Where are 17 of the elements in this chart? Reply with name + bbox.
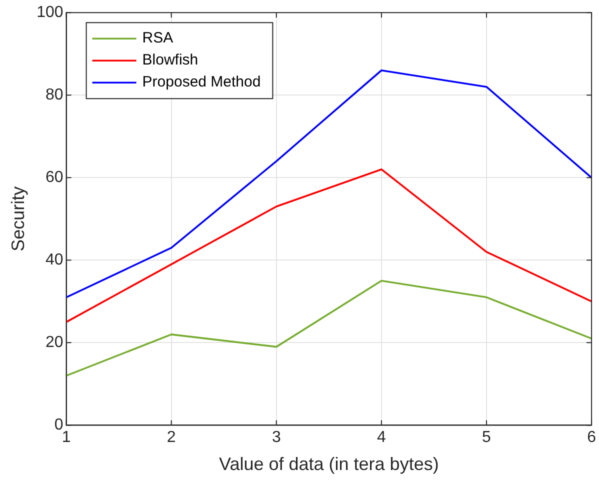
x-tick-label: 5 (482, 429, 492, 446)
y-tick-label: 60 (46, 169, 64, 186)
legend-label: Proposed Method (142, 74, 261, 91)
x-tick-label: 2 (166, 429, 176, 446)
legend-label: RSA (142, 30, 174, 47)
x-tick-label: 3 (272, 429, 281, 446)
y-tick-label: 0 (54, 416, 64, 434)
x-tick-label: 4 (376, 429, 386, 446)
y-tick-label: 40 (46, 252, 64, 269)
x-tick-label: 6 (587, 429, 596, 446)
legend-label: Blowfish (142, 52, 198, 69)
y-axis-title: Security (8, 186, 28, 252)
x-axis-title: Value of data (in tera bytes) (219, 454, 439, 474)
y-tick-label: 100 (36, 4, 64, 22)
y-tick-label: 20 (46, 334, 64, 352)
y-tick-label: 80 (46, 86, 64, 104)
x-tick-label: 1 (62, 429, 71, 446)
